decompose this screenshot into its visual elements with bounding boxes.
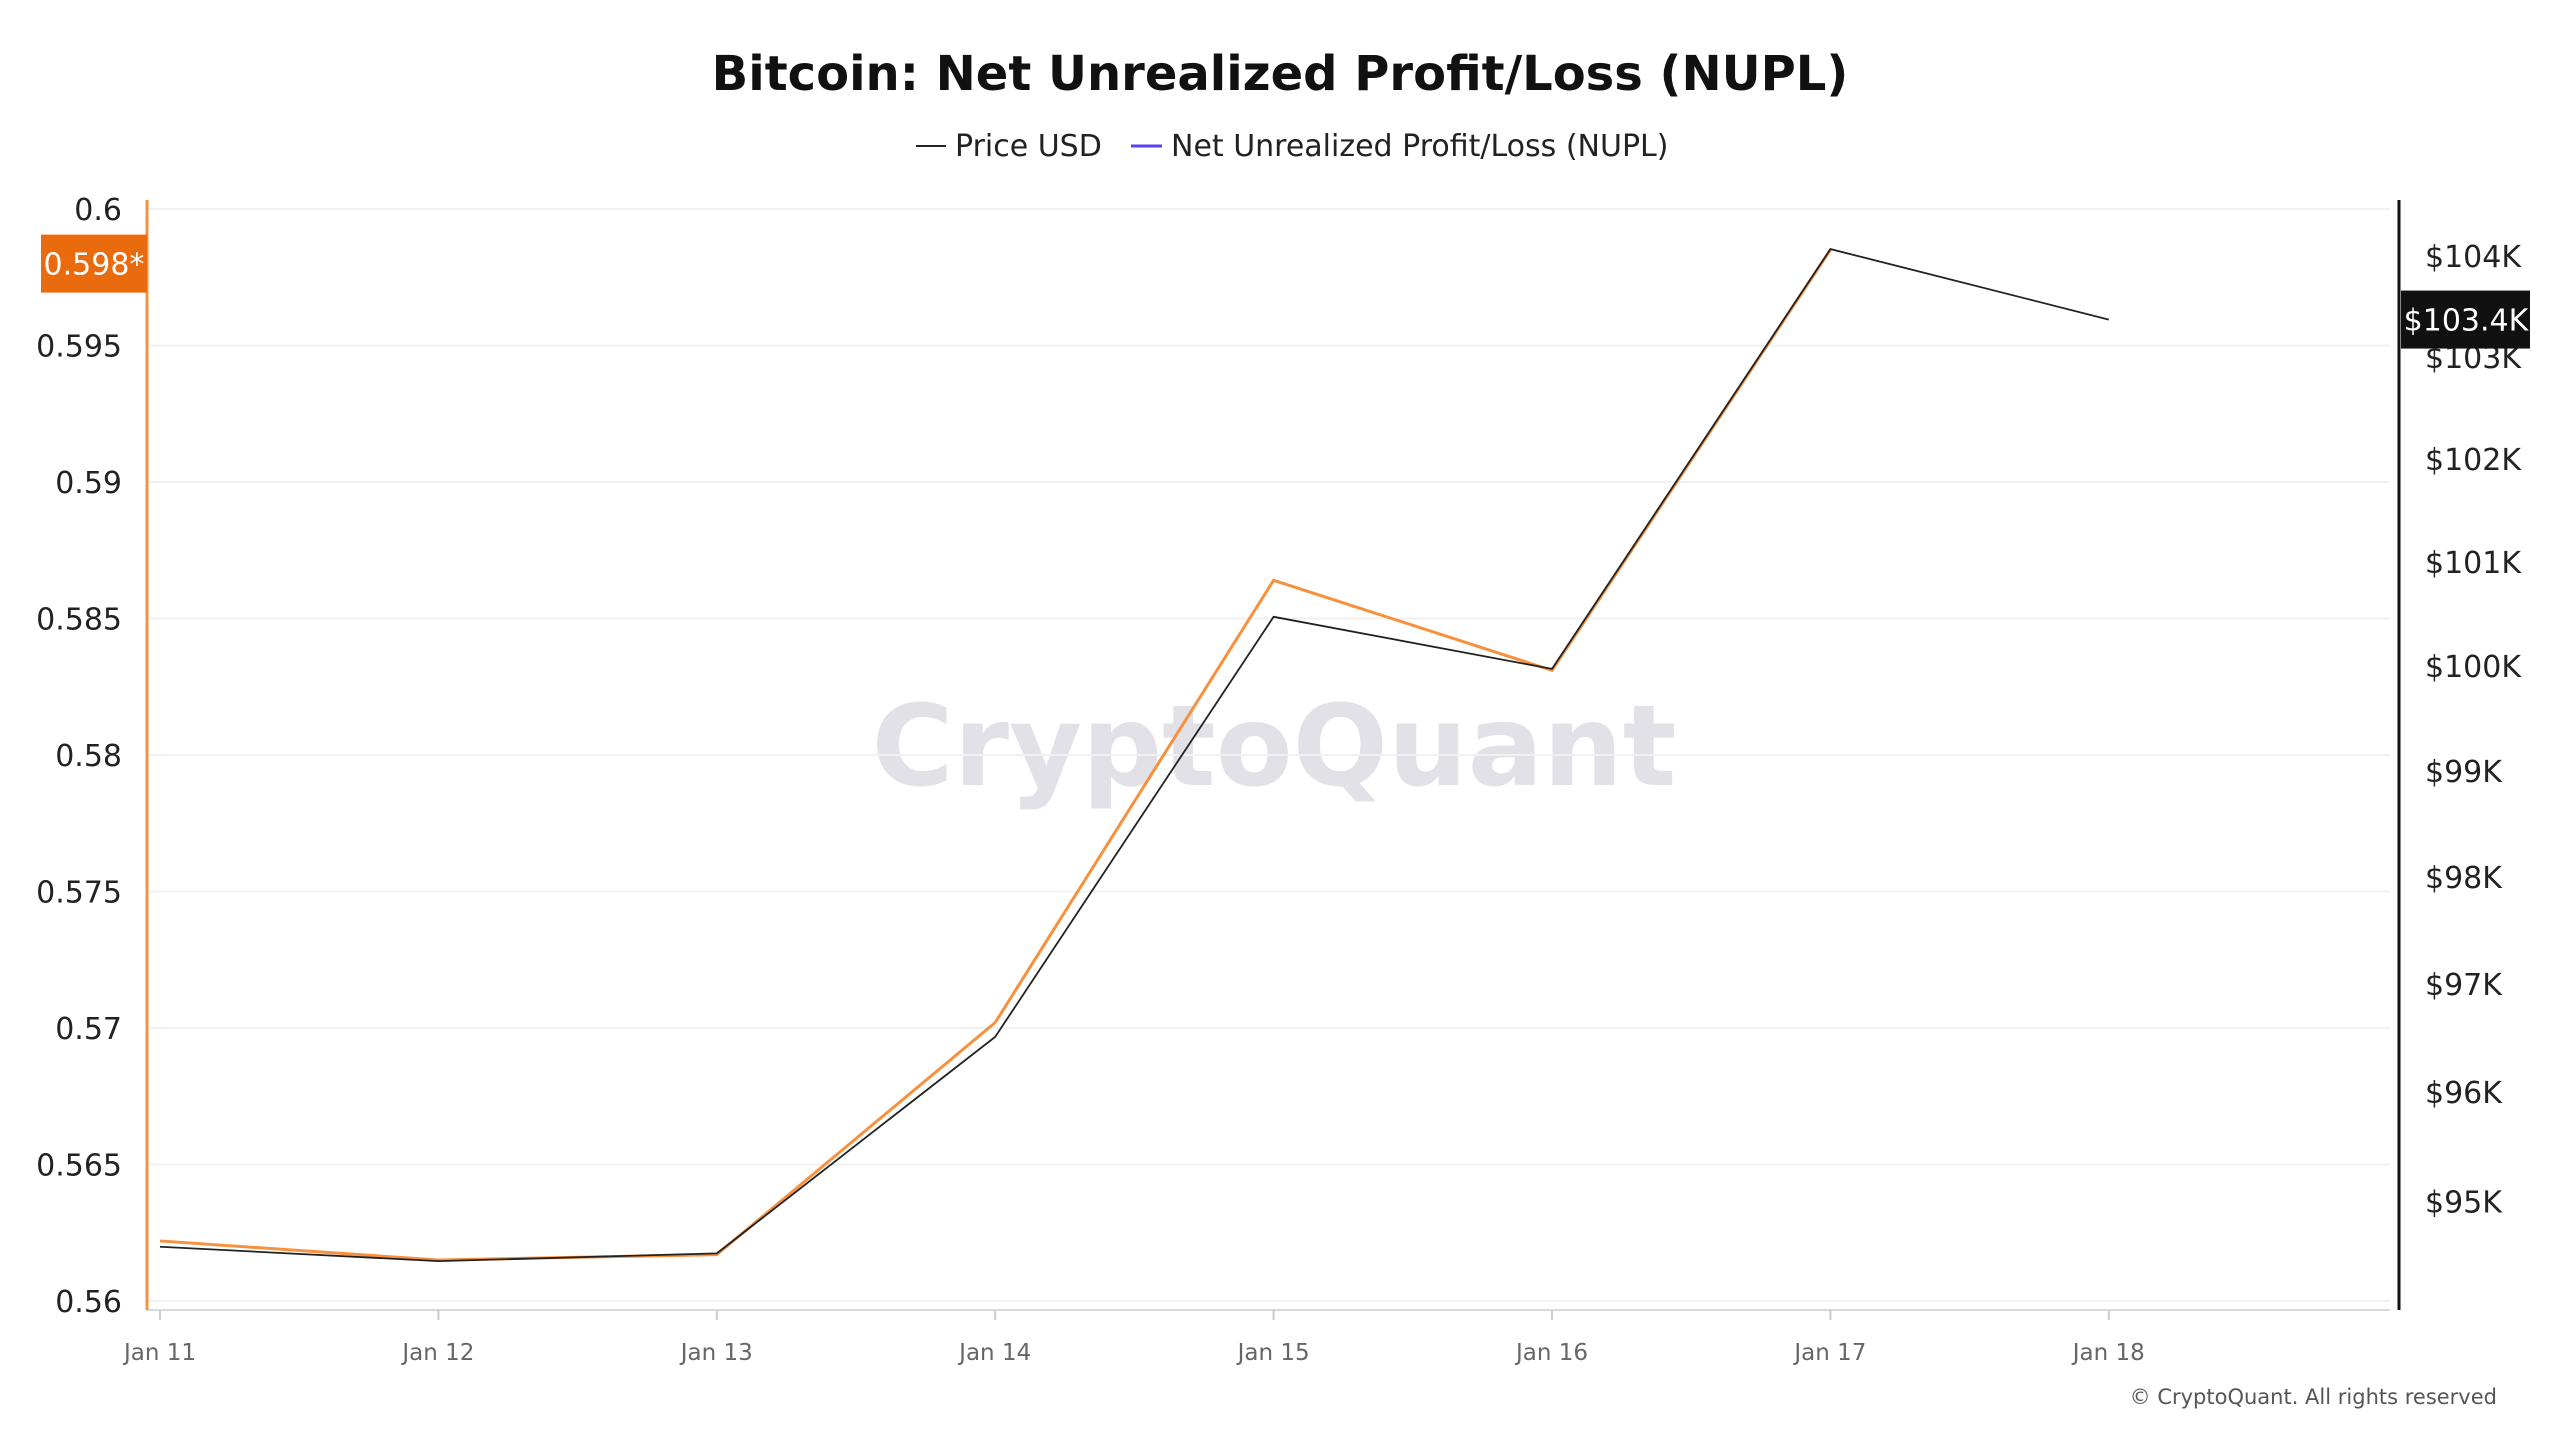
y-axis-left: 0.6 0.595 0.59 0.585 0.58 0.575 0.57 0.565 0.56: [36, 193, 149, 1320]
y-axis-right: $104K$103K$102K$101K$100K$99K$98K$97K$96…: [2397, 200, 2522, 1310]
y-right-tick-label: $95K: [2425, 1186, 2503, 1221]
y-left-tick-label: 0.58: [55, 739, 122, 774]
legend-item-nupl[interactable]: Net Unrealized Profit/Loss (NUPL): [1131, 129, 1668, 164]
y-right-tick-label: $104K: [2425, 240, 2522, 275]
copyright: © CryptoQuant. All rights reserved: [2130, 1385, 2497, 1409]
x-tick-label: Jan 15: [1236, 1340, 1310, 1366]
legend-item-price[interactable]: Price USD: [916, 129, 1102, 164]
chart-title: Bitcoin: Net Unrealized Profit/Loss (NUP…: [712, 46, 1849, 102]
x-axis: Jan 11 Jan 12 Jan 13 Jan 14 Jan 15 Jan 16 Jan …: [122, 1309, 2390, 1366]
legend-label-nupl: Net Unrealized Profit/Loss (NUPL): [1171, 129, 1668, 164]
watermark: CryptoQuant: [872, 682, 1677, 812]
price-line: [159, 248, 2110, 1263]
series-lines: [159, 248, 2110, 1263]
price-current-value-text: $103.4K: [2404, 304, 2530, 339]
y-right-tick-label: $98K: [2425, 861, 2503, 896]
x-tick-label: Jan 18: [2071, 1340, 2145, 1366]
y-right-tick-label: $99K: [2425, 755, 2503, 790]
current-value-labels: 0.598* $103.4K: [41, 234, 2530, 349]
nupl-line: [159, 249, 1832, 1262]
gridlines: [147, 208, 2390, 1302]
y-right-tick-label: $97K: [2425, 968, 2503, 1003]
x-tick-label: Jan 17: [1792, 1340, 1866, 1366]
y-left-tick-label: 0.57: [55, 1012, 122, 1047]
y-left-tick-label: 0.575: [36, 876, 122, 911]
legend-label-price: Price USD: [955, 129, 1102, 164]
y-right-tick-label: $100K: [2425, 650, 2522, 685]
x-tick-label: Jan 13: [679, 1340, 753, 1366]
y-left-tick-label: 0.56: [55, 1285, 122, 1320]
y-left-tick-label: 0.585: [36, 603, 122, 638]
x-tick-label: Jan 11: [122, 1340, 196, 1366]
y-right-tick-label: $102K: [2425, 443, 2522, 478]
y-left-tick-label: 0.595: [36, 330, 122, 365]
y-right-tick-label: $96K: [2425, 1076, 2503, 1111]
y-right-tick-label: $101K: [2425, 546, 2522, 581]
y-left-tick-label: 0.59: [55, 466, 122, 501]
x-tick-label: Jan 16: [1514, 1340, 1588, 1366]
x-tick-label: Jan 12: [400, 1340, 474, 1366]
price-current-value-badge: [2401, 290, 2530, 349]
x-tick-label: Jan 14: [957, 1340, 1031, 1366]
y-left-tick-label: 0.565: [36, 1149, 122, 1184]
legend: Price USD Net Unrealized Profit/Loss (NU…: [916, 129, 1668, 164]
nupl-current-value-badge: [41, 234, 147, 293]
y-left-tick-label: 0.6: [74, 193, 122, 228]
nupl-current-value-text: 0.598*: [44, 248, 145, 283]
